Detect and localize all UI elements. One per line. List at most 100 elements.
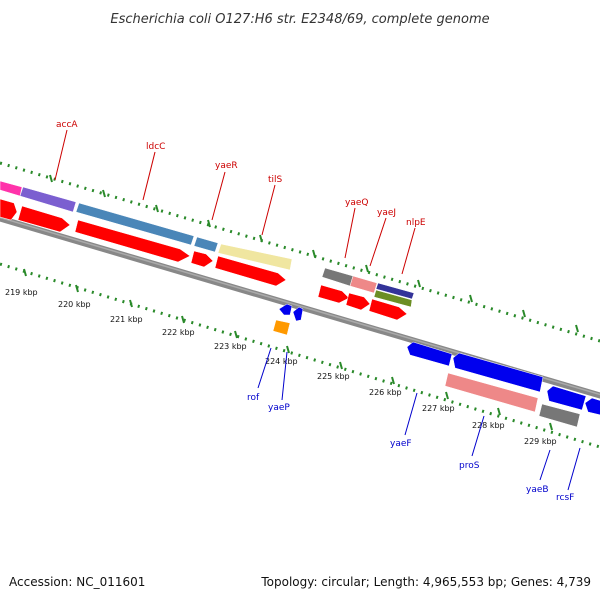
reverse-major-tick bbox=[339, 361, 343, 370]
gene-leader-line bbox=[471, 415, 485, 457]
forward-major-tick bbox=[575, 324, 579, 333]
reverse-major-tick bbox=[391, 376, 395, 385]
kbp-label: 220 kbp bbox=[58, 300, 91, 309]
forward-major-tick bbox=[522, 309, 526, 318]
gene-label-yaeR: yaeR bbox=[215, 161, 238, 171]
gene-label-yaeJ: yaeJ bbox=[377, 208, 396, 218]
gene-label-nlpE: nlpE bbox=[406, 218, 426, 228]
cds-arrow bbox=[292, 306, 304, 322]
gene-label-yaeF: yaeF bbox=[390, 439, 412, 449]
cds-arrow bbox=[584, 397, 600, 416]
reverse-major-tick bbox=[129, 299, 133, 308]
reverse-tick-track bbox=[0, 262, 600, 449]
cog-feature bbox=[349, 275, 378, 294]
gene-label-proS: proS bbox=[459, 461, 480, 471]
cog-feature bbox=[321, 267, 354, 287]
gene-leader-line bbox=[369, 217, 387, 267]
gene-label-yaeP: yaeP bbox=[268, 403, 290, 413]
rna-feature bbox=[272, 319, 291, 336]
kbp-label: 227 kbp bbox=[422, 404, 455, 413]
forward-major-tick bbox=[207, 219, 211, 228]
gene-leader-line bbox=[257, 347, 272, 389]
gene-leader-line bbox=[539, 449, 551, 481]
forward-cog-track bbox=[0, 180, 415, 308]
cds-arrow bbox=[368, 298, 408, 321]
reverse-major-tick bbox=[445, 391, 449, 400]
kbp-label: 225 kbp bbox=[317, 372, 350, 381]
cog-feature bbox=[0, 180, 23, 197]
kbp-label: 229 kbp bbox=[524, 437, 557, 446]
kbp-label: 221 kbp bbox=[110, 315, 143, 324]
cds-arrow bbox=[214, 255, 287, 287]
forward-tick-track bbox=[0, 161, 600, 343]
kbp-label: 222 kbp bbox=[162, 328, 195, 337]
cog-feature bbox=[19, 186, 77, 213]
reverse-major-tick bbox=[286, 345, 290, 354]
forward-major-tick bbox=[365, 264, 369, 273]
cds-arrow bbox=[452, 352, 544, 393]
forward-major-tick bbox=[312, 249, 316, 258]
map-title: Escherichia coli O127:H6 str. E2348/69, … bbox=[110, 12, 489, 27]
kbp-label: 226 kbp bbox=[369, 388, 402, 397]
forward-major-tick bbox=[49, 174, 53, 183]
forward-major-tick bbox=[102, 189, 106, 198]
reverse-gene-labels bbox=[257, 347, 581, 491]
cds-arrow bbox=[317, 284, 350, 304]
reverse-major-tick bbox=[497, 407, 501, 416]
cog-feature bbox=[373, 289, 413, 308]
gene-label-yaeB: yaeB bbox=[526, 485, 549, 495]
gene-leader-line bbox=[211, 171, 226, 221]
cog-feature bbox=[75, 202, 195, 246]
cds-arrow bbox=[0, 198, 18, 221]
gene-leader-line bbox=[54, 129, 68, 181]
reverse-major-tick bbox=[549, 422, 553, 431]
cog-feature bbox=[375, 282, 415, 300]
gene-leader-line bbox=[567, 447, 581, 491]
gene-leader-line bbox=[401, 227, 416, 275]
forward-major-tick bbox=[259, 234, 263, 243]
kbp-label: 219 kbp bbox=[5, 288, 38, 297]
kbp-label: 223 kbp bbox=[214, 342, 247, 351]
gene-label-rcsF: rcsF bbox=[556, 493, 574, 503]
forward-major-tick bbox=[155, 204, 159, 213]
reverse-major-tick bbox=[75, 284, 79, 293]
cog-feature bbox=[193, 236, 219, 253]
reverse-major-tick bbox=[234, 330, 238, 339]
cds-arrow bbox=[17, 205, 71, 233]
cds-arrow bbox=[406, 341, 453, 367]
cog-feature bbox=[538, 403, 581, 428]
kbp-label: 224 kbp bbox=[265, 357, 298, 366]
cds-arrow bbox=[278, 303, 293, 316]
gene-leader-line bbox=[142, 151, 156, 201]
cds-arrow bbox=[345, 292, 371, 311]
accession-text: Accession: NC_011601 bbox=[9, 575, 145, 589]
gene-label-ldcC: ldcC bbox=[146, 142, 165, 152]
cds-arrow bbox=[546, 385, 587, 411]
cog-feature bbox=[444, 372, 539, 413]
gene-label-tilS: tilS bbox=[268, 175, 283, 185]
cds-arrow bbox=[74, 219, 191, 263]
forward-major-tick bbox=[469, 294, 473, 303]
reverse-cds-track bbox=[278, 303, 600, 416]
forward-cds-track bbox=[0, 198, 408, 321]
gene-leader-line bbox=[404, 392, 418, 436]
reverse-major-tick bbox=[181, 315, 185, 324]
forward-tick-dots bbox=[0, 161, 600, 343]
reverse-tick-dots bbox=[0, 262, 600, 449]
scale-labels: 219 kbp 220 kbp 221 kbp 222 kbp 223 kbp … bbox=[5, 288, 557, 446]
reverse-major-tick bbox=[23, 268, 27, 277]
cds-arrow bbox=[190, 250, 214, 268]
gene-leader-line bbox=[261, 184, 276, 236]
cog-feature bbox=[217, 243, 293, 271]
forward-major-tick bbox=[417, 279, 421, 288]
gene-leader-line bbox=[281, 351, 288, 401]
gene-label-accA: accA bbox=[56, 120, 78, 130]
genome-summary-text: Topology: circular; Length: 4,965,553 bp… bbox=[260, 575, 591, 589]
gene-label-rof: rof bbox=[247, 393, 260, 403]
kbp-label: 228 kbp bbox=[472, 421, 505, 430]
gene-label-yaeQ: yaeQ bbox=[345, 198, 368, 208]
forward-gene-labels bbox=[54, 129, 416, 275]
gene-leader-line bbox=[344, 207, 356, 259]
reverse-cog-track bbox=[272, 319, 581, 428]
